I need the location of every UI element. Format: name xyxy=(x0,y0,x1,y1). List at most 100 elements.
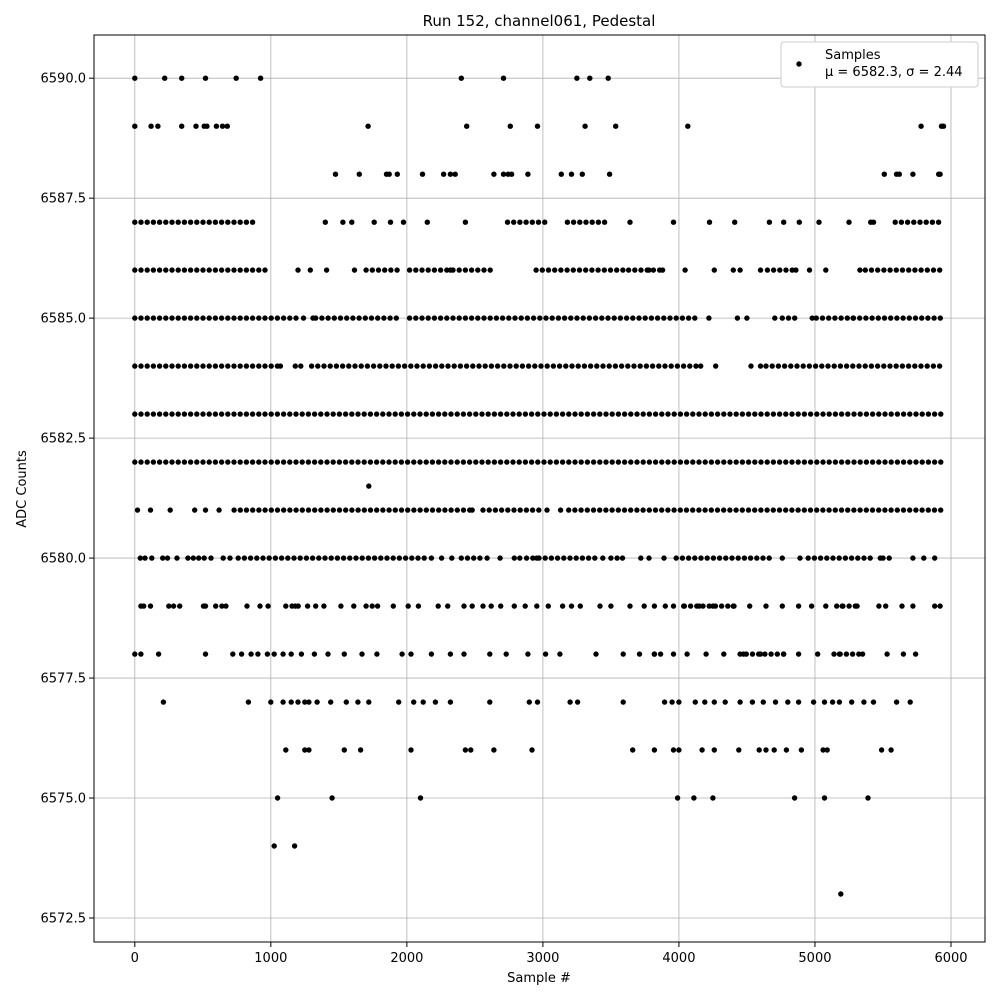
data-point xyxy=(330,507,336,513)
data-point xyxy=(711,747,717,753)
data-point xyxy=(523,219,529,225)
data-point xyxy=(536,555,542,561)
data-point xyxy=(169,363,175,369)
data-point xyxy=(667,315,673,321)
data-point xyxy=(584,507,590,513)
data-point xyxy=(601,219,608,225)
data-point xyxy=(592,555,598,561)
data-point xyxy=(703,651,709,657)
data-point xyxy=(219,123,226,129)
data-point xyxy=(262,315,268,321)
data-point xyxy=(819,363,825,369)
data-point xyxy=(487,651,493,657)
data-point xyxy=(369,603,375,609)
data-point xyxy=(752,459,758,465)
data-point xyxy=(353,555,359,561)
data-point xyxy=(640,459,646,465)
data-point xyxy=(511,555,517,561)
data-point xyxy=(634,459,640,465)
data-point xyxy=(340,555,347,561)
data-point xyxy=(826,459,832,465)
data-point xyxy=(845,459,851,465)
data-point xyxy=(752,507,758,513)
data-point xyxy=(523,555,530,561)
data-point xyxy=(937,171,943,177)
data-point xyxy=(888,411,894,417)
data-point xyxy=(138,315,144,321)
data-point xyxy=(415,603,422,609)
data-point xyxy=(237,267,243,273)
data-point xyxy=(522,459,529,465)
data-point xyxy=(708,459,715,465)
data-point xyxy=(586,315,593,321)
data-point xyxy=(547,459,553,465)
data-point xyxy=(467,507,473,513)
data-point xyxy=(181,315,188,321)
data-point xyxy=(692,555,698,561)
data-point xyxy=(625,363,631,369)
data-point xyxy=(488,603,494,609)
data-point xyxy=(437,267,444,273)
data-point xyxy=(280,459,287,465)
legend-box xyxy=(780,41,979,88)
data-point xyxy=(163,459,169,465)
data-point xyxy=(244,603,250,609)
data-point xyxy=(659,507,665,513)
data-point xyxy=(863,507,869,513)
data-point xyxy=(849,699,855,705)
data-point xyxy=(500,171,507,177)
data-point xyxy=(673,315,679,321)
data-point xyxy=(910,603,916,609)
data-point xyxy=(256,315,262,321)
data-point xyxy=(614,555,620,561)
data-point xyxy=(880,555,886,561)
data-point xyxy=(243,507,250,513)
data-point xyxy=(357,747,364,753)
data-point xyxy=(789,411,795,417)
data-point xyxy=(342,459,349,465)
data-point xyxy=(243,459,250,465)
data-point xyxy=(373,411,380,417)
data-point xyxy=(336,507,343,513)
data-point xyxy=(387,315,393,321)
data-point xyxy=(342,411,349,417)
data-point xyxy=(471,555,477,561)
data-point xyxy=(563,363,569,369)
data-point xyxy=(356,315,362,321)
data-point xyxy=(646,459,653,465)
data-point xyxy=(440,171,447,177)
data-point xyxy=(706,603,712,609)
data-point xyxy=(542,555,548,561)
data-point xyxy=(656,267,663,273)
data-point xyxy=(548,555,555,561)
data-point xyxy=(544,507,550,513)
data-point xyxy=(425,267,431,273)
data-point xyxy=(510,411,516,417)
data-point xyxy=(597,459,603,465)
data-point xyxy=(424,219,430,225)
data-point xyxy=(163,315,169,321)
data-point xyxy=(170,603,177,609)
data-point xyxy=(256,507,262,513)
data-point xyxy=(218,267,225,273)
data-point xyxy=(196,555,202,561)
data-point xyxy=(417,459,423,465)
data-point xyxy=(869,315,875,321)
data-point xyxy=(225,315,231,321)
data-point xyxy=(144,219,150,225)
data-point xyxy=(687,603,694,609)
data-point xyxy=(522,411,529,417)
data-point xyxy=(857,507,863,513)
data-point xyxy=(243,411,250,417)
data-point xyxy=(138,219,144,225)
data-point xyxy=(524,315,531,321)
data-point xyxy=(693,363,699,369)
data-point xyxy=(445,603,451,609)
data-point xyxy=(460,459,467,465)
data-point xyxy=(579,171,585,177)
data-point xyxy=(358,363,364,369)
data-point xyxy=(690,507,696,513)
data-point xyxy=(200,411,206,417)
data-point xyxy=(295,267,301,273)
data-point xyxy=(470,363,476,369)
